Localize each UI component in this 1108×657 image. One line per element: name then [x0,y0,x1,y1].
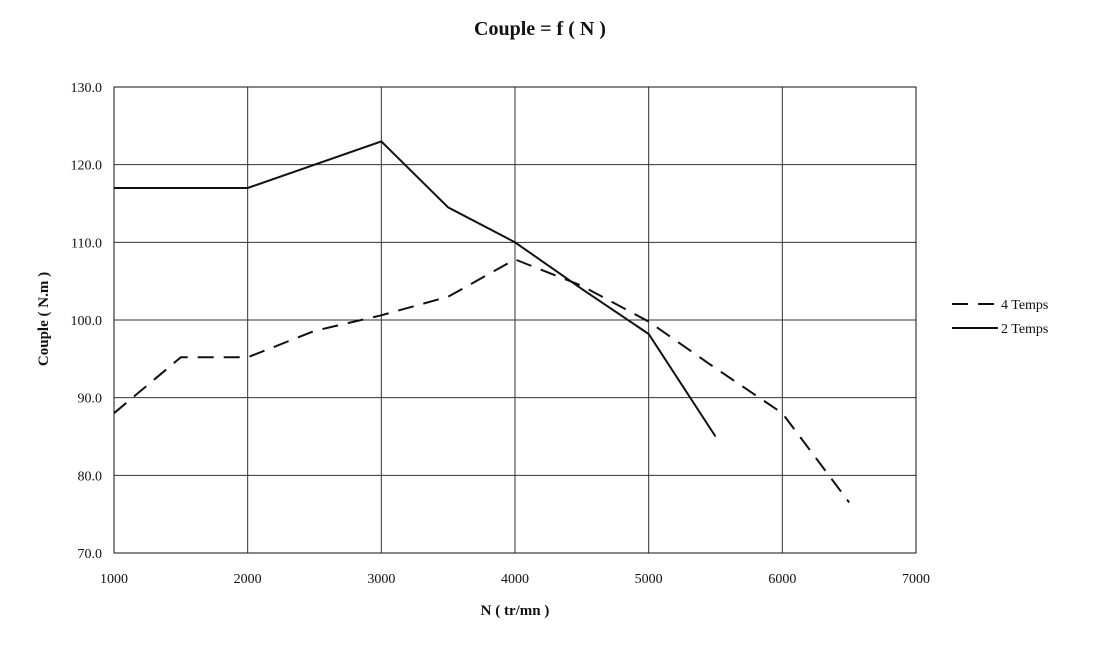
series-line-4-temps [113,258,851,504]
y-tick-label: 100.0 [71,314,103,329]
x-tick-label: 7000 [902,572,930,587]
legend-label-4-temps: 4 Temps [1001,298,1048,313]
plot-area [113,86,917,554]
axis-ticks: 1000 2000 3000 4000 5000 6000 7000 70.0 80.0 90.0… [71,81,931,587]
y-tick-label: 70.0 [78,547,103,562]
legend: 4 Temps 2 Temps [952,298,1048,337]
y-axis-title: Couple ( N.m ) [36,272,52,366]
series-lines [113,140,851,504]
x-tick-label: 6000 [768,572,796,587]
y-tick-label: 130.0 [71,81,103,96]
x-tick-label: 3000 [367,572,395,587]
x-tick-label: 1000 [100,572,128,587]
x-tick-label: 4000 [501,572,529,587]
x-tick-label: 2000 [234,572,262,587]
series-line-2-temps [114,140,717,438]
chart-title: Couple = f ( N ) [474,18,606,40]
y-tick-label: 110.0 [71,236,102,251]
y-tick-label: 120.0 [71,159,103,174]
y-tick-label: 80.0 [78,469,103,484]
y-tick-label: 90.0 [78,392,103,407]
legend-label-2-temps: 2 Temps [1001,322,1048,337]
x-tick-label: 5000 [635,572,663,587]
x-axis-title: N ( tr/mn ) [481,603,550,619]
grid [113,86,917,554]
